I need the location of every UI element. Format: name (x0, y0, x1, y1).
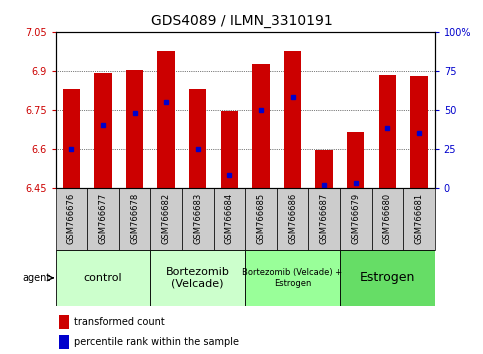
Text: percentile rank within the sample: percentile rank within the sample (74, 337, 239, 347)
Text: Estrogen: Estrogen (360, 272, 415, 284)
Text: GSM766685: GSM766685 (256, 193, 266, 244)
Bar (252, 64, 270, 188)
Bar (340, 188, 371, 250)
Bar (379, 75, 396, 188)
Text: GSM766684: GSM766684 (225, 193, 234, 244)
Bar (347, 132, 364, 188)
Bar (403, 188, 435, 250)
Text: GSM766686: GSM766686 (288, 193, 297, 244)
Bar (371, 188, 403, 250)
Bar (182, 188, 213, 250)
Bar (150, 188, 182, 250)
Bar (277, 188, 308, 250)
Text: transformed count: transformed count (74, 318, 165, 327)
Bar (59, 315, 69, 329)
Text: GSM766676: GSM766676 (67, 193, 76, 244)
Bar (59, 335, 69, 348)
Bar (87, 188, 119, 250)
Bar (284, 51, 301, 188)
Text: GSM766679: GSM766679 (351, 193, 360, 244)
Bar (221, 111, 238, 188)
Text: control: control (84, 273, 122, 283)
Text: GSM766678: GSM766678 (130, 193, 139, 244)
Bar (94, 73, 112, 188)
Text: GSM766681: GSM766681 (414, 193, 424, 244)
Bar (189, 89, 206, 188)
Text: GSM766682: GSM766682 (162, 193, 170, 244)
Bar (410, 76, 427, 188)
Text: GSM766680: GSM766680 (383, 193, 392, 244)
Bar (126, 69, 143, 188)
Text: Bortezomib
(Velcade): Bortezomib (Velcade) (166, 267, 229, 289)
Text: GSM766687: GSM766687 (320, 193, 328, 244)
Text: Bortezomib (Velcade) +
Estrogen: Bortezomib (Velcade) + Estrogen (242, 268, 342, 287)
Bar (340, 250, 435, 306)
Bar (119, 188, 150, 250)
Text: GDS4089 / ILMN_3310191: GDS4089 / ILMN_3310191 (151, 14, 332, 28)
Text: agent: agent (23, 273, 51, 283)
Bar (56, 188, 87, 250)
Bar (308, 188, 340, 250)
Text: GSM766683: GSM766683 (193, 193, 202, 244)
Bar (245, 188, 277, 250)
Bar (56, 250, 150, 306)
Text: GSM766677: GSM766677 (99, 193, 107, 244)
Bar (157, 51, 175, 188)
Bar (315, 150, 333, 188)
Bar (245, 250, 340, 306)
Bar (213, 188, 245, 250)
Bar (150, 250, 245, 306)
Bar (63, 89, 80, 188)
